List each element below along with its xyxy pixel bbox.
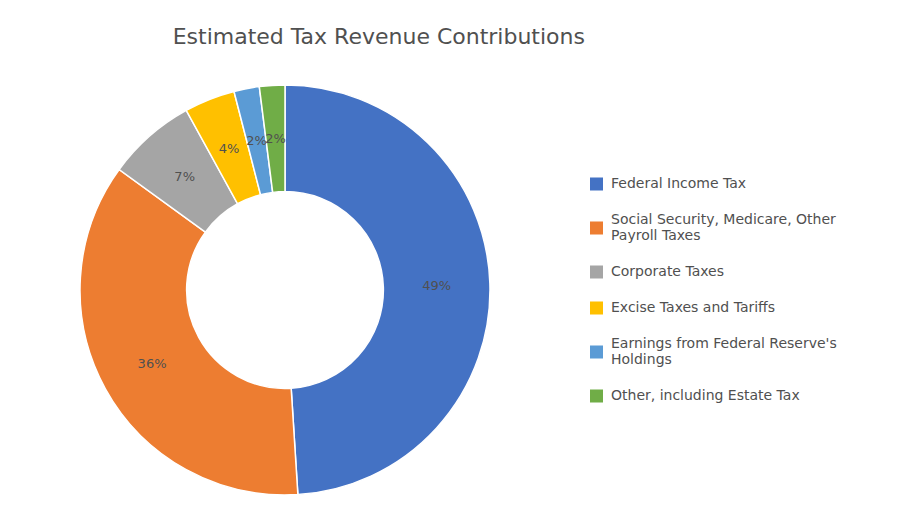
legend-swatch xyxy=(590,222,603,235)
data-label: 7% xyxy=(174,169,195,184)
data-label: 2% xyxy=(246,133,267,148)
legend-item: Earnings from Federal Reserve'sHoldings xyxy=(590,335,837,367)
data-label: 36% xyxy=(138,356,167,371)
data-label: 2% xyxy=(265,131,286,146)
data-labels: 49% 36% 7% 4% 2%2% xyxy=(138,131,451,370)
legend-label: Federal Income Tax xyxy=(611,175,746,191)
legend-swatch xyxy=(590,266,603,279)
slice xyxy=(285,85,490,495)
chart: Estimated Tax Revenue Contributions 49% 36… xyxy=(0,0,902,527)
legend-swatch xyxy=(590,390,603,403)
legend-item: Corporate Taxes xyxy=(590,263,724,279)
legend-label: Other, including Estate Tax xyxy=(611,387,800,403)
donut xyxy=(80,85,490,495)
legend-swatch xyxy=(590,178,603,191)
legend-item: Federal Income Tax xyxy=(590,175,746,191)
legend-swatch xyxy=(590,346,603,359)
legend-label: Social Security, Medicare, OtherPayroll … xyxy=(611,211,836,243)
legend-label: Excise Taxes and Tariffs xyxy=(611,299,775,315)
title: Estimated Tax Revenue Contributions xyxy=(173,24,585,49)
legend-item: Other, including Estate Tax xyxy=(590,387,800,403)
legend-item: Social Security, Medicare, OtherPayroll … xyxy=(590,211,836,243)
legend: Federal Income Tax Social Security, Medic… xyxy=(590,175,837,403)
legend-label: Earnings from Federal Reserve'sHoldings xyxy=(611,335,837,367)
legend-label: Corporate Taxes xyxy=(611,263,724,279)
data-label: 4% xyxy=(219,141,240,156)
data-label: 49% xyxy=(422,278,451,293)
legend-item: Excise Taxes and Tariffs xyxy=(590,299,775,315)
legend-swatch xyxy=(590,302,603,315)
